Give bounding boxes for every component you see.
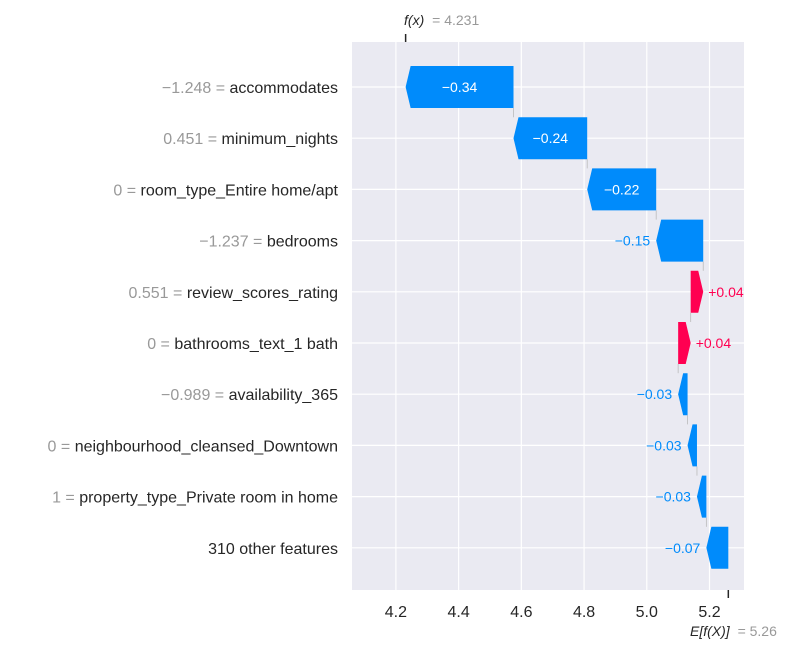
bar-1 (405, 66, 514, 108)
connector-lines (513, 108, 707, 527)
feature-label: 310 other features (208, 541, 338, 558)
x-tick-label: 4.6 (510, 604, 532, 621)
feature-value: 1 = (52, 490, 79, 507)
bar-value-label: −0.22 (604, 181, 640, 197)
feature-name: 310 other features (208, 541, 338, 558)
feature-value: 0.551 = (129, 285, 187, 302)
bar-value-label: −0.24 (533, 130, 569, 146)
feature-name: bathrooms_text_1 bath (174, 336, 338, 353)
bar-labels: −0.34 −0.24 −0.22 −0.15 +0.04 +0.04 −0.03 −0.03… (442, 79, 744, 556)
x-tick-label: 4.4 (447, 604, 469, 621)
feature-label: 0 = bathrooms_text_1 bath (147, 336, 338, 353)
feature-label: −0.989 = availability_365 (161, 387, 338, 404)
feature-label: −1.237 = bedrooms (199, 234, 338, 251)
bar-value-label: −0.15 (615, 233, 651, 249)
x-tick-label: 5.0 (636, 604, 658, 621)
feature-label: 0.451 = minimum_nights (163, 131, 338, 148)
feature-value: 0.451 = (163, 131, 221, 148)
feature-name: accommodates (230, 80, 339, 97)
feature-name: minimum_nights (222, 131, 338, 148)
bar-3 (587, 168, 657, 211)
feature-name: review_scores_rating (187, 285, 338, 302)
fx-value: = 4.231 (432, 12, 479, 28)
ex-symbol: E[f(X)] (690, 623, 731, 639)
bar-7 (678, 373, 688, 416)
bar-value-label: +0.04 (696, 335, 732, 351)
bar-value-label: −0.03 (656, 489, 692, 505)
ex-annotation: E[f(X)] = 5.26 (690, 590, 777, 639)
feature-label: 0.551 = review_scores_rating (129, 285, 338, 302)
feature-value: 0 = (147, 336, 174, 353)
feature-name: room_type_Entire home/apt (141, 182, 339, 199)
bar-6 (678, 322, 691, 364)
bar-value-label: +0.04 (708, 284, 744, 300)
feature-name: availability_365 (229, 387, 339, 404)
fx-label: f(x) = 4.231 (404, 12, 479, 28)
x-tick-label: 5.2 (698, 604, 720, 621)
bar-2 (513, 117, 588, 160)
bar-value-label: −0.34 (442, 79, 478, 95)
feature-name: bedrooms (267, 234, 338, 251)
feature-label: −1.248 = accommodates (162, 80, 338, 97)
bar-value-label: −0.07 (665, 540, 701, 556)
bar-value-label: −0.03 (637, 386, 673, 402)
x-axis: 4.2 4.4 4.6 4.8 5.0 5.2 (385, 604, 721, 621)
bar-10 (706, 526, 729, 569)
ex-value: = 5.26 (738, 623, 778, 639)
feature-value: −1.237 = (199, 234, 267, 251)
bar-9 (696, 475, 707, 518)
feature-value: −0.989 = (161, 387, 229, 404)
feature-value: 0 = (113, 182, 140, 199)
feature-name: property_type_Private room in home (79, 490, 338, 507)
bar-4 (656, 219, 704, 262)
bar-value-label: −0.03 (646, 437, 682, 453)
fx-annotation: f(x) = 4.231 (404, 12, 479, 42)
feature-label: 1 = property_type_Private room in home (52, 490, 338, 507)
x-tick-label: 4.8 (573, 604, 595, 621)
feature-label: 0 = room_type_Entire home/apt (113, 182, 338, 199)
feature-labels: −1.248 = accommodates 0.451 = minimum_nig… (48, 80, 339, 558)
feature-value: 0 = (48, 438, 75, 455)
bar-8 (687, 424, 697, 467)
feature-value: −1.248 = (162, 80, 230, 97)
fx-symbol: f(x) (404, 12, 424, 28)
bars (405, 66, 729, 569)
bar-5 (690, 270, 704, 313)
ex-label: E[f(X)] = 5.26 (690, 623, 777, 639)
feature-label: 0 = neighbourhood_cleansed_Downtown (48, 438, 338, 455)
feature-name: neighbourhood_cleansed_Downtown (75, 438, 338, 455)
x-tick-label: 4.2 (385, 604, 407, 621)
